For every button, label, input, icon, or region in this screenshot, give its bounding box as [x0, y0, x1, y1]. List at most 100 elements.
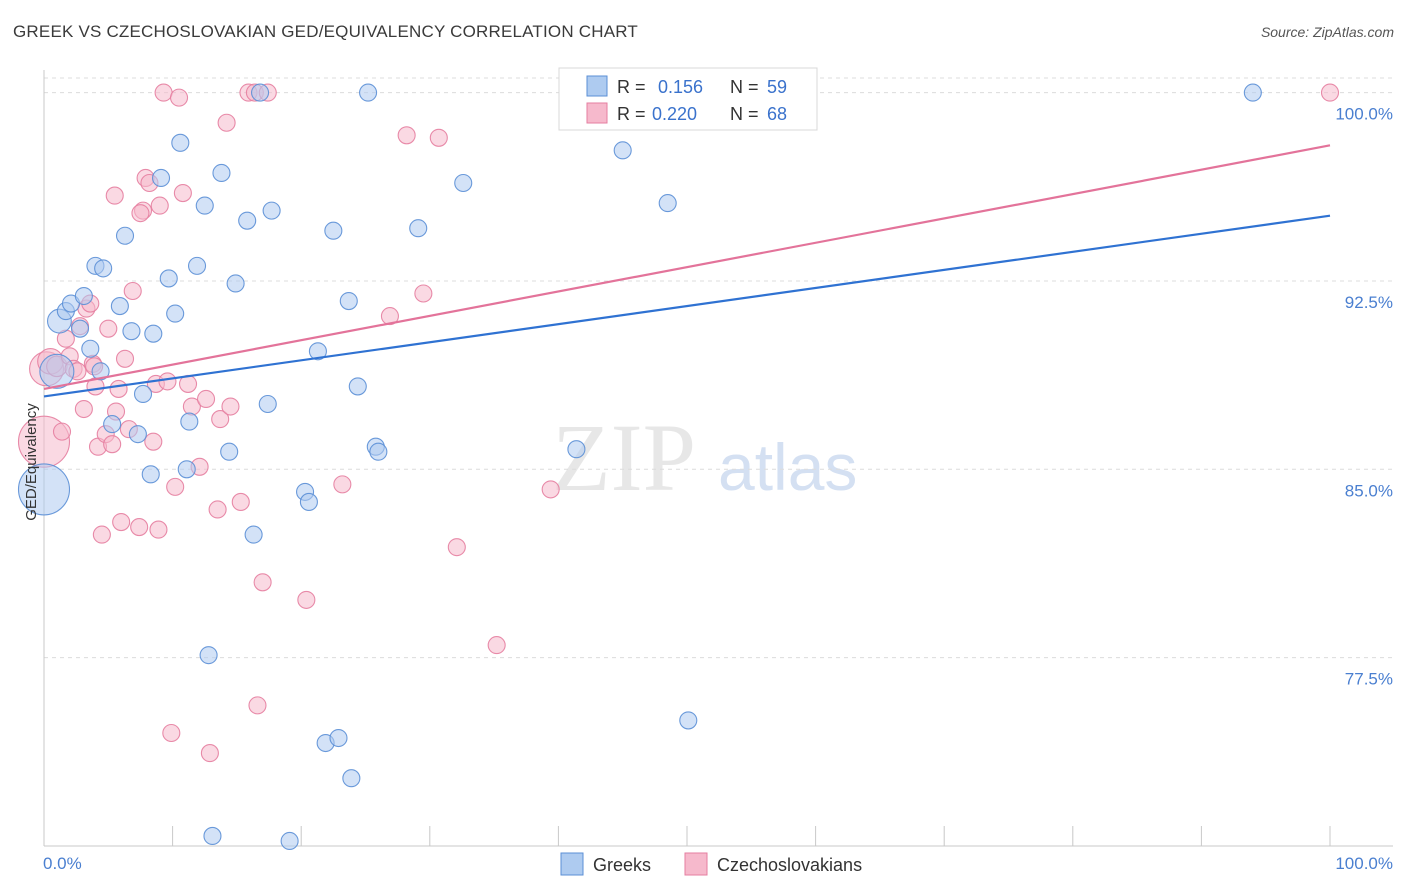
greeks-point	[409, 219, 428, 238]
legend-r-label-czech: R =	[617, 104, 646, 124]
greeks-point	[195, 196, 214, 215]
czechoslovakians-point	[196, 389, 216, 409]
greeks-point	[262, 201, 281, 220]
czechoslovakians-points	[17, 83, 1340, 763]
czechoslovakians-point	[99, 319, 118, 338]
czechoslovakians-point	[52, 422, 72, 441]
legend-series: Greeks Czechoslovakians	[560, 852, 862, 876]
greeks-point	[70, 319, 90, 338]
czechoslovakians-point	[208, 500, 227, 519]
greeks-point	[94, 259, 113, 278]
axis-labels: GED/Equivalency 0.0% 100.0% 77.5% 85.0% 92…	[23, 105, 1393, 873]
greeks-point	[454, 173, 473, 193]
czechoslovakians-point	[74, 399, 93, 419]
czechoslovakians-point	[253, 573, 272, 592]
greeks-point	[369, 442, 388, 461]
greeks-trend-line	[43, 214, 1331, 398]
legend-r-label-greeks: R =	[617, 77, 646, 97]
greeks-point	[74, 286, 93, 306]
czechoslovakians-point	[109, 379, 128, 398]
greeks-point	[244, 525, 263, 544]
watermark-atlas: atlas	[718, 430, 857, 504]
greeks-point	[299, 492, 318, 511]
czechoslovakians-point	[169, 88, 189, 107]
czechoslovakians-point	[92, 525, 111, 544]
czechoslovakians-point	[217, 113, 236, 132]
greeks-point	[122, 322, 141, 341]
greeks-point	[1243, 83, 1262, 102]
czechoslovakians-point	[144, 432, 163, 451]
greeks-point	[171, 133, 190, 152]
czechoslovakians-point	[487, 636, 506, 655]
greeks-point	[679, 711, 698, 730]
legend-n-value-greeks: 59	[767, 77, 787, 97]
czechoslovakians-point	[380, 307, 399, 326]
greeks-point	[203, 826, 222, 846]
czechoslovakians-point	[541, 480, 560, 499]
czechoslovakians-point	[131, 204, 150, 223]
legend-bottom-label-greeks: Greeks	[593, 855, 651, 875]
czechoslovakians-point	[158, 372, 177, 391]
greeks-point	[128, 425, 147, 444]
greeks-point	[151, 168, 171, 188]
greeks-point	[199, 646, 218, 665]
greeks-point	[187, 256, 207, 275]
czechoslovakians-point	[200, 744, 219, 763]
greeks-point	[115, 226, 135, 245]
czechoslovakians-point	[162, 723, 181, 743]
czechoslovakians-point	[105, 186, 124, 205]
legend-bottom-label-czech: Czechoslovakians	[717, 855, 862, 875]
czechoslovakians-point	[397, 126, 416, 145]
czechoslovakians-point	[112, 512, 131, 532]
greeks-point	[348, 377, 367, 396]
y-axis-label: GED/Equivalency	[23, 403, 40, 521]
greeks-point	[308, 342, 327, 361]
legend-n-label-czech: N =	[730, 104, 759, 124]
czechoslovakians-point	[414, 284, 433, 303]
x-tick-label-max: 100.0%	[1335, 854, 1393, 873]
greeks-point	[133, 384, 153, 404]
chart-title: GREEK VS CZECHOSLOVAKIAN GED/EQUIVALENCY…	[13, 22, 638, 41]
greeks-point	[226, 274, 245, 293]
czechoslovakians-point	[221, 397, 240, 416]
greeks-point	[342, 769, 361, 788]
greeks-point	[110, 297, 129, 316]
greeks-point	[81, 339, 100, 358]
greeks-point	[613, 141, 632, 160]
czechoslovakians-point	[297, 590, 316, 609]
czechoslovakians-point	[231, 492, 250, 511]
legend-n-value-czech: 68	[767, 104, 787, 124]
greeks-point	[359, 83, 378, 102]
greeks-point	[177, 460, 196, 479]
y-tick-label: 77.5%	[1345, 670, 1393, 689]
watermark: ZIP atlas	[552, 404, 857, 511]
greeks-point	[238, 211, 257, 230]
legend-n-label-greeks: N =	[730, 77, 759, 97]
czechoslovakians-point	[166, 477, 185, 496]
czechoslovakians-trend-line	[43, 144, 1331, 391]
czechoslovakians-point	[150, 196, 169, 215]
legend-bottom-swatch-greeks	[560, 852, 584, 876]
y-tick-label: 85.0%	[1345, 481, 1393, 500]
czechoslovakians-point	[103, 435, 122, 454]
czechoslovakians-point	[123, 281, 142, 301]
x-tick-label-min: 0.0%	[43, 854, 82, 873]
greeks-points	[17, 83, 1262, 851]
greeks-point	[329, 728, 348, 748]
greeks-point	[567, 440, 586, 459]
greeks-point	[658, 194, 677, 213]
greeks-point	[324, 221, 343, 240]
czechoslovakians-point	[173, 184, 192, 203]
greeks-point	[103, 415, 122, 434]
greeks-point	[220, 442, 239, 461]
greeks-point	[141, 465, 160, 484]
legend-r-value-czech: 0.220	[652, 104, 697, 124]
czechoslovakians-point	[447, 538, 466, 557]
greeks-point	[39, 353, 75, 389]
greeks-point	[91, 362, 110, 381]
legend-stats: R = 0.156 N = 59 R = 0.220 N = 68	[558, 67, 818, 131]
czechoslovakians-point	[154, 83, 173, 102]
greeks-point	[159, 269, 178, 288]
greeks-point	[166, 304, 185, 323]
greeks-point	[258, 394, 277, 414]
